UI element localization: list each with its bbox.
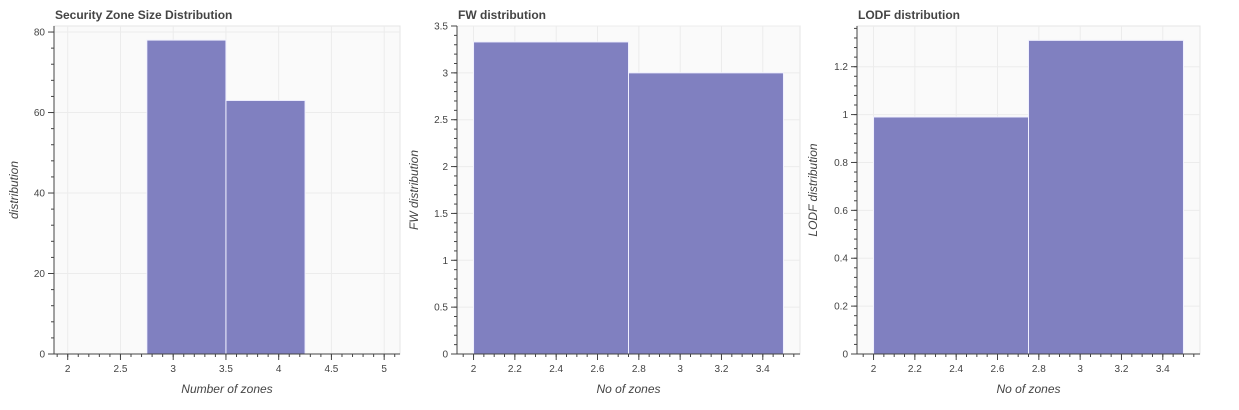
y-tick-label: 0 [842, 350, 848, 361]
chart-panel-2: 2 2.2 2.4 2.6 2.8 3 3.2 3.4 0 0.5 1 1.5 2 2.5 3 3.5 FW d… [407, 8, 801, 396]
histogram-bar [473, 41, 629, 355]
x-axis-label: No of zones [596, 382, 660, 396]
chart-panel-3: 2 2.2 2.4 2.6 2.8 3 3.2 3.4 0 0.2 0.4 0.6 0.8 1 1.2 LOD… [806, 8, 1201, 396]
histogram-bar [146, 39, 227, 355]
x-tick-label: 2.8 [632, 364, 646, 375]
x-tick-label: 2.2 [908, 364, 922, 375]
y-tick-label: 0.2 [834, 302, 848, 313]
x-tick-label: 3.2 [715, 364, 729, 375]
x-axis-label: No of zones [996, 382, 1060, 396]
histogram-bar [1028, 39, 1184, 355]
chart-title: FW distribution [458, 8, 546, 22]
x-tick-label: 2.4 [949, 364, 963, 375]
y-tick-label: 1.2 [834, 62, 848, 73]
x-tick-label: 2 [65, 364, 71, 375]
x-tick-label: 2 [471, 364, 477, 375]
y-axis-label: LODF distribution [806, 143, 820, 236]
y-tick-label: 0.5 [434, 303, 448, 314]
histogram-bar [225, 99, 306, 355]
histogram-bar [628, 72, 784, 355]
x-tick-label: 3.5 [219, 364, 233, 375]
x-tick-label: 2.8 [1032, 364, 1046, 375]
x-tick-label: 2.2 [508, 364, 522, 375]
y-tick-label: 0.4 [834, 254, 848, 265]
x-tick-label: 3.4 [1156, 364, 1170, 375]
x-tick-label: 4.5 [324, 364, 338, 375]
y-tick-label: 20 [34, 269, 46, 280]
y-tick-label: 0 [39, 350, 45, 361]
y-tick-label: 1 [842, 110, 848, 121]
y-tick-label: 0.6 [834, 206, 848, 217]
y-tick-label: 3 [442, 68, 448, 79]
y-tick-label: 2 [442, 162, 448, 173]
chart-panel-1: 2 2.5 3 3.5 4 4.5 5 0 20 40 60 80 Security Zone Size… [7, 8, 401, 396]
y-axis-label: distribution [7, 161, 21, 219]
y-tick-label: 3.5 [434, 22, 448, 33]
y-tick-label: 2.5 [434, 115, 448, 126]
chart-title: LODF distribution [858, 8, 960, 22]
x-tick-label: 5 [381, 364, 387, 375]
y-tick-label: 1 [442, 256, 448, 267]
x-tick-label: 2.5 [114, 364, 128, 375]
y-axis-label: FW distribution [407, 150, 421, 230]
x-tick-label: 2.6 [591, 364, 605, 375]
x-tick-label: 2.6 [991, 364, 1005, 375]
x-tick-label: 3 [1077, 364, 1083, 375]
x-tick-label: 3.4 [756, 364, 770, 375]
chart-title: Security Zone Size Distribution [55, 8, 232, 22]
histogram-bar [873, 116, 1029, 355]
y-tick-label: 0 [442, 350, 448, 361]
x-tick-label: 3 [170, 364, 176, 375]
x-tick-label: 2 [871, 364, 877, 375]
x-tick-label: 2.4 [549, 364, 563, 375]
x-tick-label: 3.2 [1115, 364, 1129, 375]
x-axis-label: Number of zones [181, 382, 272, 396]
y-tick-label: 1.5 [434, 209, 448, 220]
y-tick-label: 40 [34, 189, 46, 200]
x-tick-label: 3 [677, 364, 683, 375]
y-tick-label: 80 [34, 28, 46, 39]
y-tick-label: 60 [34, 108, 46, 119]
x-tick-label: 4 [276, 364, 282, 375]
y-tick-label: 0.8 [834, 158, 848, 169]
